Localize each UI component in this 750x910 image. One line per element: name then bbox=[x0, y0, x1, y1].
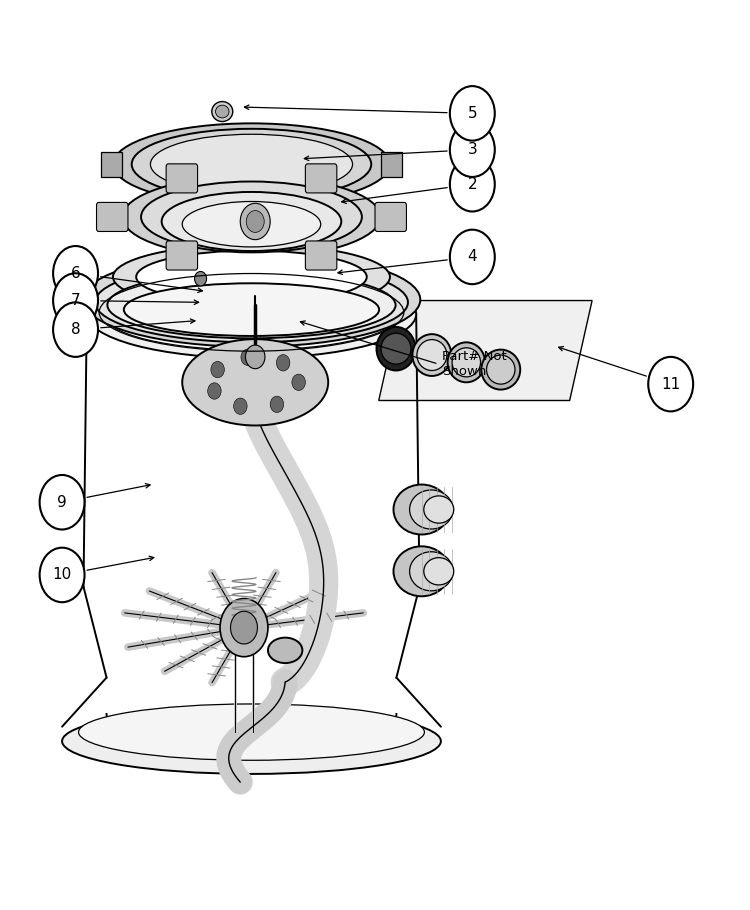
Ellipse shape bbox=[417, 339, 447, 370]
Ellipse shape bbox=[141, 181, 362, 252]
Ellipse shape bbox=[381, 333, 411, 364]
Circle shape bbox=[53, 273, 98, 328]
Circle shape bbox=[220, 599, 268, 657]
Circle shape bbox=[234, 398, 247, 414]
Circle shape bbox=[230, 612, 257, 644]
FancyBboxPatch shape bbox=[305, 241, 337, 270]
Ellipse shape bbox=[410, 551, 453, 591]
Circle shape bbox=[240, 203, 270, 239]
Text: 10: 10 bbox=[53, 568, 72, 582]
Circle shape bbox=[40, 548, 85, 602]
Ellipse shape bbox=[182, 339, 328, 426]
Ellipse shape bbox=[122, 176, 380, 258]
Ellipse shape bbox=[62, 709, 441, 774]
Ellipse shape bbox=[87, 270, 416, 359]
Ellipse shape bbox=[376, 327, 416, 370]
Ellipse shape bbox=[95, 262, 408, 342]
Ellipse shape bbox=[410, 490, 453, 529]
Circle shape bbox=[211, 361, 224, 378]
Circle shape bbox=[194, 271, 206, 286]
Ellipse shape bbox=[113, 124, 390, 205]
Ellipse shape bbox=[482, 349, 520, 389]
Ellipse shape bbox=[124, 283, 379, 336]
FancyBboxPatch shape bbox=[166, 241, 197, 270]
Ellipse shape bbox=[79, 704, 424, 760]
Ellipse shape bbox=[107, 272, 395, 339]
Ellipse shape bbox=[452, 348, 481, 377]
Circle shape bbox=[450, 86, 495, 141]
Ellipse shape bbox=[394, 546, 450, 596]
FancyBboxPatch shape bbox=[381, 152, 402, 177]
Text: 5: 5 bbox=[467, 106, 477, 121]
Ellipse shape bbox=[162, 192, 341, 251]
Circle shape bbox=[450, 229, 495, 284]
Ellipse shape bbox=[215, 106, 229, 118]
Ellipse shape bbox=[136, 250, 367, 303]
Text: 9: 9 bbox=[57, 495, 67, 510]
Ellipse shape bbox=[182, 201, 321, 247]
Ellipse shape bbox=[211, 102, 232, 122]
Ellipse shape bbox=[424, 496, 454, 523]
Circle shape bbox=[40, 475, 85, 530]
Ellipse shape bbox=[132, 129, 371, 199]
FancyBboxPatch shape bbox=[375, 202, 406, 231]
Ellipse shape bbox=[413, 334, 452, 376]
Text: 8: 8 bbox=[70, 322, 80, 337]
FancyBboxPatch shape bbox=[101, 152, 122, 177]
Text: 11: 11 bbox=[661, 377, 680, 391]
Polygon shape bbox=[379, 300, 592, 400]
Ellipse shape bbox=[268, 638, 302, 663]
Circle shape bbox=[450, 123, 495, 177]
Ellipse shape bbox=[487, 355, 515, 384]
Circle shape bbox=[53, 246, 98, 300]
FancyBboxPatch shape bbox=[166, 164, 197, 193]
Ellipse shape bbox=[82, 252, 420, 347]
Text: 2: 2 bbox=[467, 177, 477, 192]
Text: 6: 6 bbox=[70, 266, 80, 281]
Circle shape bbox=[648, 357, 693, 411]
Ellipse shape bbox=[151, 135, 352, 194]
Circle shape bbox=[270, 396, 284, 412]
Text: 7: 7 bbox=[70, 293, 80, 308]
Circle shape bbox=[208, 383, 221, 399]
Text: 4: 4 bbox=[467, 249, 477, 265]
Circle shape bbox=[53, 302, 98, 357]
Ellipse shape bbox=[113, 244, 390, 309]
Ellipse shape bbox=[104, 278, 400, 350]
Circle shape bbox=[245, 345, 265, 369]
Circle shape bbox=[450, 157, 495, 211]
Circle shape bbox=[292, 374, 305, 390]
Ellipse shape bbox=[448, 342, 485, 382]
Circle shape bbox=[277, 355, 290, 371]
Circle shape bbox=[241, 349, 254, 366]
FancyBboxPatch shape bbox=[97, 202, 128, 231]
Text: 3: 3 bbox=[467, 142, 477, 157]
Circle shape bbox=[246, 210, 264, 232]
Text: Part# Not
Shown: Part# Not Shown bbox=[442, 350, 507, 379]
Ellipse shape bbox=[394, 484, 450, 534]
FancyBboxPatch shape bbox=[305, 164, 337, 193]
Ellipse shape bbox=[424, 558, 454, 585]
